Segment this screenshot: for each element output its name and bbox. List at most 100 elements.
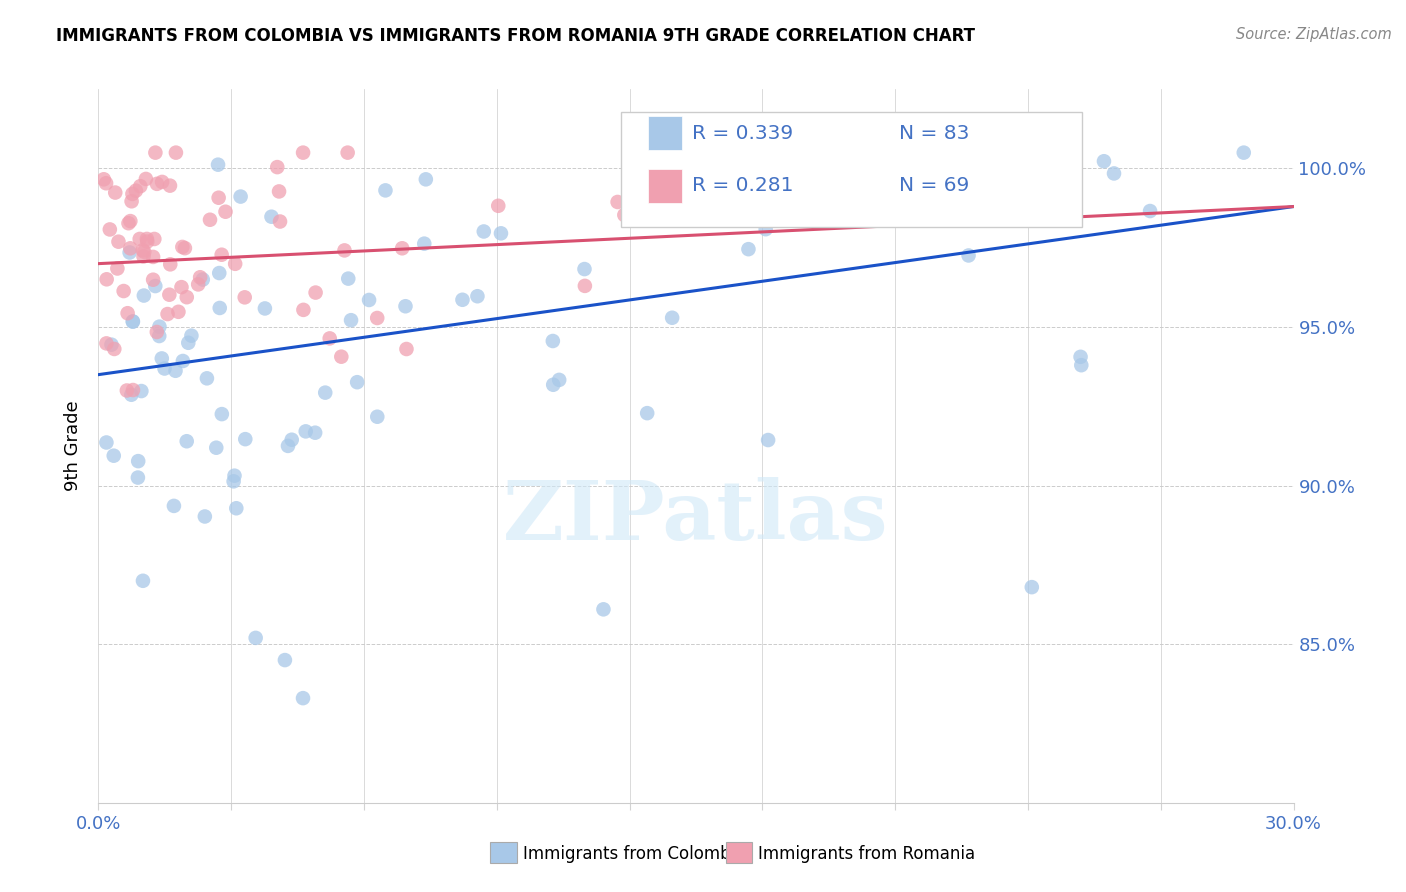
Point <box>177 335 200 350</box>
Point <box>374 183 396 197</box>
Point <box>357 293 380 307</box>
Point <box>142 273 165 287</box>
Point <box>129 179 152 194</box>
Point <box>269 214 291 228</box>
Point <box>337 271 360 285</box>
Point <box>292 691 315 706</box>
Bar <box>648 169 682 203</box>
Point <box>187 277 209 292</box>
Point <box>319 331 342 345</box>
Point <box>132 288 155 302</box>
Point <box>486 199 509 213</box>
Point <box>636 406 658 420</box>
Point <box>135 172 157 186</box>
Point <box>148 329 170 343</box>
Point <box>489 227 512 241</box>
Point <box>541 334 564 348</box>
Point <box>346 375 368 389</box>
Point <box>1102 166 1125 180</box>
Point <box>606 194 628 209</box>
Point <box>146 325 169 339</box>
Point <box>896 152 918 166</box>
Point <box>541 377 564 392</box>
Point <box>159 178 181 193</box>
Point <box>105 261 128 276</box>
Text: Source: ZipAtlas.com: Source: ZipAtlas.com <box>1236 27 1392 42</box>
Point <box>176 290 198 304</box>
Text: N = 69: N = 69 <box>900 176 969 195</box>
Text: Immigrants from Colombia: Immigrants from Colombia <box>523 846 745 863</box>
Point <box>104 186 127 200</box>
Point <box>292 145 315 160</box>
Point <box>96 272 118 286</box>
Point <box>172 354 194 368</box>
Point <box>167 305 190 319</box>
Point <box>613 208 636 222</box>
Point <box>156 307 179 321</box>
Point <box>143 279 166 293</box>
Point <box>472 225 495 239</box>
Point <box>143 232 166 246</box>
Point <box>100 337 122 351</box>
Point <box>391 241 413 255</box>
Point <box>1070 358 1092 372</box>
Point <box>222 475 245 489</box>
Point <box>785 202 807 217</box>
Point <box>121 186 143 201</box>
Text: ZIPatlas: ZIPatlas <box>503 477 889 558</box>
Point <box>208 301 231 315</box>
Point <box>233 290 256 304</box>
Point <box>120 214 142 228</box>
Point <box>172 240 194 254</box>
Point <box>755 222 778 236</box>
Point <box>260 210 283 224</box>
Point <box>134 244 156 259</box>
Point <box>194 509 217 524</box>
Point <box>224 257 246 271</box>
Point <box>548 373 571 387</box>
Point <box>117 306 139 320</box>
Point <box>145 145 167 160</box>
Point <box>266 160 288 174</box>
Point <box>207 158 229 172</box>
Point <box>121 315 143 329</box>
Point <box>695 145 717 160</box>
Point <box>395 342 418 356</box>
Point <box>122 383 145 397</box>
Point <box>737 242 759 256</box>
Point <box>121 314 143 328</box>
Text: R = 0.339: R = 0.339 <box>692 124 793 143</box>
Point <box>163 499 186 513</box>
Point <box>107 235 129 249</box>
Point <box>294 425 316 439</box>
Point <box>127 454 149 468</box>
Point <box>274 653 297 667</box>
Point <box>127 470 149 484</box>
Point <box>198 212 221 227</box>
Point <box>103 342 125 356</box>
Point <box>117 216 139 230</box>
Point <box>121 194 143 209</box>
Point <box>574 262 596 277</box>
Point <box>1092 154 1115 169</box>
Point <box>267 185 290 199</box>
Point <box>191 272 214 286</box>
Point <box>103 449 125 463</box>
Point <box>120 241 142 255</box>
Point <box>735 145 758 160</box>
Point <box>330 350 353 364</box>
Point <box>148 319 170 334</box>
Point <box>132 574 155 588</box>
Point <box>366 310 388 325</box>
Point <box>224 468 246 483</box>
Text: IMMIGRANTS FROM COLOMBIA VS IMMIGRANTS FROM ROMANIA 9TH GRADE CORRELATION CHART: IMMIGRANTS FROM COLOMBIA VS IMMIGRANTS F… <box>56 27 976 45</box>
Point <box>592 602 614 616</box>
Point <box>153 361 176 376</box>
Text: Immigrants from Romania: Immigrants from Romania <box>758 846 976 863</box>
Point <box>1038 145 1060 160</box>
Point <box>333 244 356 258</box>
Point <box>176 434 198 449</box>
Point <box>112 284 135 298</box>
Point <box>467 289 489 303</box>
Text: R = 0.281: R = 0.281 <box>692 176 794 195</box>
